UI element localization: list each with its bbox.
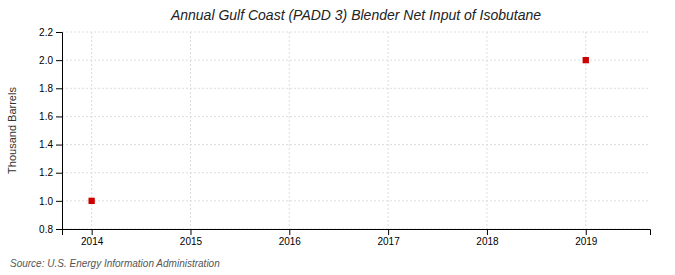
grid-line-x	[388, 32, 389, 229]
y-tick-mark	[56, 145, 62, 146]
y-tick-label: 2.2	[39, 27, 53, 38]
y-tick-label: 1.4	[39, 139, 53, 150]
y-tick: 1.4	[39, 139, 62, 150]
x-tick-mark	[289, 229, 290, 235]
y-tick-label: 1.0	[39, 196, 53, 207]
plot: 2014 2015 2016 2017 2018 2019 0.8 1.0 1.2 1.4 1.6 1…	[39, 27, 650, 247]
title: Annual Gulf Coast (PADD 3) Blender Net I…	[170, 7, 541, 23]
point	[88, 198, 94, 204]
y-tick: 1.2	[39, 167, 62, 178]
point	[583, 57, 589, 63]
y-tick-mark	[56, 173, 62, 174]
y-axis-line	[56, 33, 63, 230]
y-tick: 1.0	[39, 196, 62, 207]
y-axis: 0.8 1.0 1.2 1.4 1.6 1.8 2.0 2.2	[39, 27, 62, 235]
x-tick-label: 2015	[180, 236, 203, 247]
y-tick-mark	[56, 88, 62, 89]
grid-line-x	[190, 32, 191, 229]
x-tick: 2019	[575, 229, 598, 247]
source-note: Source: U.S. Energy Information Administ…	[10, 258, 220, 269]
grid-line-y	[62, 88, 650, 89]
y-tick-mark	[56, 201, 62, 202]
grid-line-y	[62, 60, 650, 61]
x-tick-label: 2017	[377, 236, 400, 247]
grid-line-y	[62, 172, 650, 173]
y-tick: 2.2	[39, 27, 62, 38]
x-tick: 2016	[279, 229, 302, 247]
grid-line-y	[62, 116, 650, 117]
x-tick-mark	[92, 229, 93, 235]
y-tick: 1.6	[39, 111, 62, 122]
y-tick-label: 2.0	[39, 55, 53, 66]
x-tick-label: 2018	[476, 236, 499, 247]
y-tick-label: 1.6	[39, 111, 53, 122]
grid-line-y	[62, 32, 650, 33]
x-tick-mark	[586, 229, 587, 235]
y-tick-label: 1.2	[39, 167, 53, 178]
y-tick: 1.8	[39, 83, 62, 94]
x-tick-mark	[190, 229, 191, 235]
x-tick: 2015	[180, 229, 203, 247]
x-axis-line	[63, 230, 651, 236]
y-tick-mark	[56, 116, 62, 117]
y-tick-mark	[56, 229, 62, 230]
y-tick-mark	[56, 60, 62, 61]
y-tick: 0.8	[39, 224, 62, 235]
y-tick: 2.0	[39, 55, 62, 66]
grid-line-x	[289, 32, 290, 229]
y-tick-mark	[56, 32, 62, 33]
y-tick-label: 0.8	[39, 224, 53, 235]
x-tick: 2018	[476, 229, 499, 247]
chart: 2014 2015 2016 2017 2018 2019 0.8 1.0 1.2 1.4 1.6 1…	[0, 0, 675, 275]
x-axis: 2014 2015 2016 2017 2018 2019	[63, 229, 651, 247]
y-tick-label: 1.8	[39, 83, 53, 94]
x-tick-mark	[487, 229, 488, 235]
grid-line-y	[62, 200, 650, 201]
marks	[88, 57, 588, 204]
y-axis-label: Thousand Barrels	[6, 87, 18, 174]
x-tick-label: 2014	[81, 236, 104, 247]
grid-line-x	[486, 32, 487, 229]
x-tick-label: 2019	[575, 236, 598, 247]
grid-line-y	[62, 144, 650, 145]
grid	[62, 32, 650, 229]
x-tick: 2014	[81, 229, 104, 247]
x-tick-label: 2016	[279, 236, 302, 247]
x-tick-mark	[388, 229, 389, 235]
x-tick: 2017	[377, 229, 400, 247]
